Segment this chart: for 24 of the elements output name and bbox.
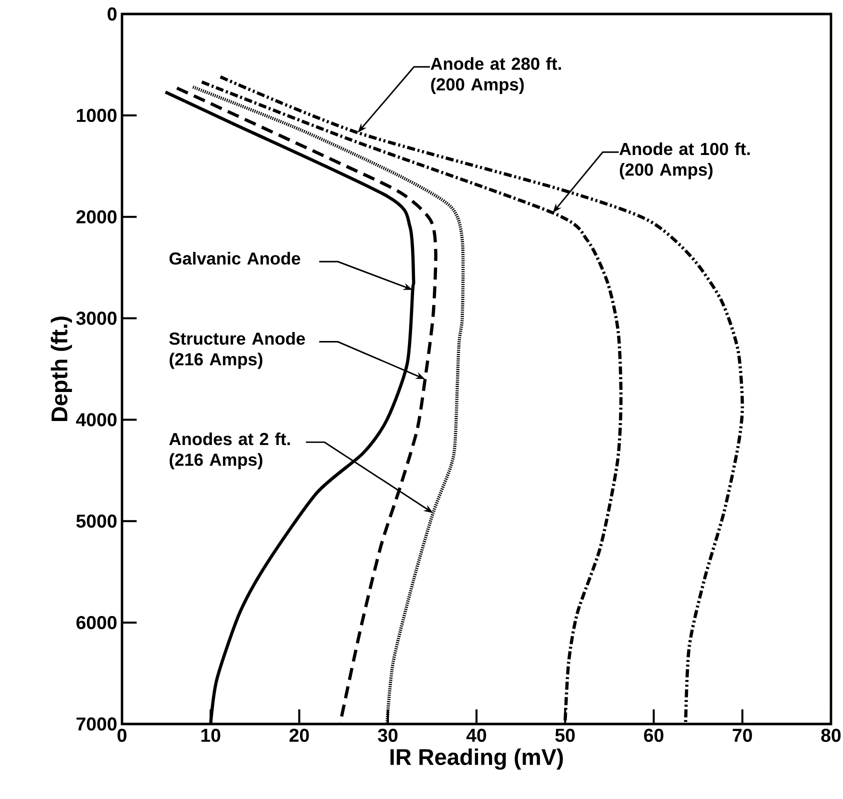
y-tick-label: 4000 [76,413,117,426]
y-tick-label: 7000 [76,717,117,731]
x-tick-label: 30 [378,728,398,742]
x-tick-label: 70 [732,728,752,742]
y-tick-label: 5000 [76,514,117,528]
x-tick-label: 60 [644,728,664,742]
y-tick-label: 3000 [76,312,117,325]
annotation: Galvanic Anode [170,252,300,265]
y-tick-label: 0 [108,7,117,21]
x-tick-label: 50 [555,728,575,742]
y-tick-label: 6000 [76,616,117,630]
x-tick-label: 0 [118,728,126,742]
x-tick-label: 40 [466,728,486,742]
y-tick-label: 1000 [76,108,117,122]
x-axis-title: IR Reading (mV) [390,748,563,770]
x-tick-label: 80 [821,728,841,742]
annotation: Anodes at 2 ft. (216 Amps) [169,432,290,470]
y-axis-title: Depth (ft.) [50,316,72,421]
x-tick-label: 20 [290,728,309,742]
annotation: Structure Anode (216 Amps) [169,332,305,369]
x-tick-label: 10 [201,728,220,742]
annotation: Anode at 280 ft. (200 Amps) [430,57,561,94]
annotation: Anode at 100 ft. (200 Amps) [619,142,750,180]
y-tick-label: 2000 [76,210,117,224]
